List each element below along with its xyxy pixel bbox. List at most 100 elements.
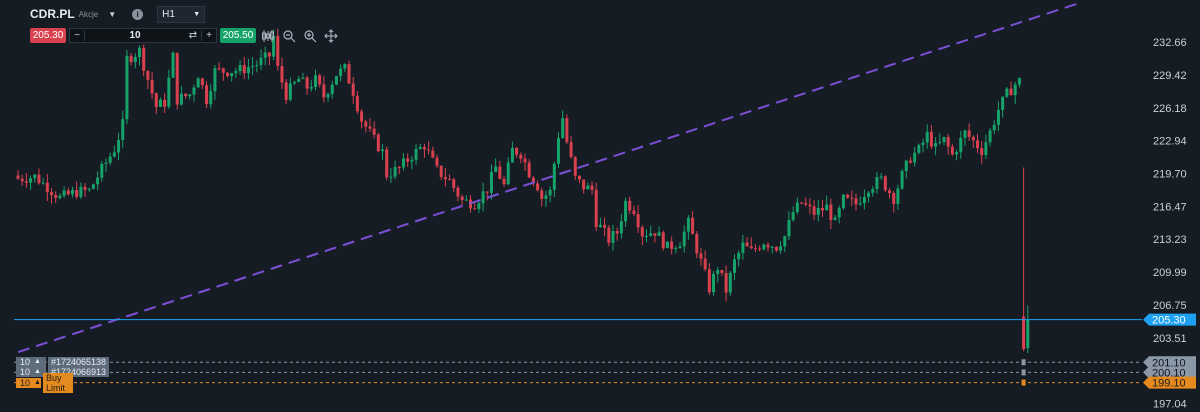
candle <box>569 135 573 159</box>
candle <box>293 80 297 86</box>
chevron-up-icon[interactable]: ▲ <box>34 378 41 386</box>
candle <box>892 190 896 213</box>
candle <box>16 170 20 180</box>
order-price-badge[interactable]: 201.10 <box>1143 356 1196 369</box>
candle <box>125 49 129 125</box>
candle <box>594 182 598 232</box>
candle <box>418 143 422 150</box>
candle <box>720 269 724 276</box>
y-tick-label: 229.42 <box>1153 70 1187 82</box>
price-axis[interactable]: 232.66 229.42 226.18 222.94 219.70 216.47 213.… <box>1143 37 1196 410</box>
timeframe-select[interactable]: H1 ▼ <box>157 5 206 23</box>
candle <box>645 229 648 243</box>
candle <box>360 109 364 129</box>
candle <box>846 193 850 199</box>
candle <box>787 211 791 241</box>
timeframe-value: H1 <box>162 8 175 20</box>
candle <box>695 231 699 259</box>
candle <box>280 57 284 89</box>
zoom-out-icon[interactable] <box>282 29 296 43</box>
candle <box>284 79 288 105</box>
candle <box>963 129 967 146</box>
candle <box>561 110 565 139</box>
candle <box>955 149 959 161</box>
order-marker <box>1021 369 1026 376</box>
decrease-quantity-button[interactable]: − <box>70 30 85 41</box>
candle <box>883 175 887 192</box>
candle-type-icon[interactable] <box>261 29 275 43</box>
order-price-badge[interactable]: 199.10 <box>1143 376 1196 390</box>
candle <box>334 75 338 86</box>
candle <box>506 157 510 186</box>
candle <box>624 197 628 227</box>
candle <box>636 205 640 233</box>
order-tag[interactable]: 10 ▲ #1724066913 <box>16 367 110 378</box>
candle <box>305 75 309 95</box>
quantity-input[interactable]: 10 <box>129 30 141 41</box>
candle <box>779 241 783 254</box>
candle <box>414 144 418 165</box>
candle <box>79 182 83 200</box>
chart-toolbar: CDR.PL Akcje ▼ i H1 ▼ 205.30 − 10 ⇄ + 20… <box>0 0 400 48</box>
candle <box>515 146 519 158</box>
candle <box>938 133 942 145</box>
candle <box>456 185 460 202</box>
order-tag-id: Buy Limit <box>42 372 73 393</box>
candle <box>213 65 217 100</box>
order-price-badge[interactable]: 200.10 <box>1143 366 1196 379</box>
svg-text:200.10: 200.10 <box>1152 367 1186 379</box>
candle <box>45 174 49 202</box>
candle <box>615 227 619 241</box>
order-tag[interactable]: 10 ▲ #1724065138 <box>16 357 110 368</box>
candle <box>485 191 489 201</box>
candle <box>808 198 812 215</box>
candle <box>929 125 933 149</box>
candle <box>473 202 477 210</box>
quantity-stepper[interactable]: − 10 ⇄ + <box>69 28 217 43</box>
current-price-badge[interactable]: 205.30 <box>1143 313 1196 327</box>
candle <box>75 181 79 200</box>
sell-button[interactable]: 205.30 <box>30 28 66 43</box>
swap-icon[interactable]: ⇄ <box>188 30 198 41</box>
candle <box>397 165 401 174</box>
candle <box>829 198 833 229</box>
candle <box>858 196 862 206</box>
candle <box>158 97 162 108</box>
move-icon[interactable] <box>324 28 338 43</box>
increase-quantity-button[interactable]: + <box>201 30 216 41</box>
candle <box>921 138 925 153</box>
info-icon[interactable]: i <box>132 8 144 20</box>
candle <box>632 205 636 217</box>
candle <box>573 155 577 180</box>
candle <box>1001 96 1005 118</box>
y-tick-label: 197.04 <box>1153 398 1187 410</box>
candle <box>758 245 762 252</box>
candle <box>62 186 66 198</box>
candle <box>879 173 883 180</box>
candle <box>774 246 778 253</box>
chevron-up-icon[interactable]: ▲ <box>34 358 41 366</box>
order-tag[interactable]: 10 ▲ Buy Limit <box>16 372 73 393</box>
y-tick-label: 213.23 <box>1153 234 1187 246</box>
y-tick-label: 203.51 <box>1153 333 1187 345</box>
candle <box>519 152 523 164</box>
candle <box>238 60 242 75</box>
candle <box>29 175 33 190</box>
zoom-in-icon[interactable] <box>303 29 317 43</box>
order-tag-id: #1724066913 <box>48 367 110 378</box>
candle <box>318 73 322 88</box>
candle <box>590 181 594 195</box>
candle <box>917 143 921 155</box>
candle <box>745 237 749 247</box>
chevron-up-icon[interactable]: ▲ <box>34 368 41 376</box>
candle <box>154 92 158 115</box>
symbol-name[interactable]: CDR.PL <box>30 7 75 21</box>
symbol-dropdown-icon[interactable]: ▼ <box>108 9 117 19</box>
trendline[interactable] <box>17 1 1083 354</box>
buy-button[interactable]: 205.50 <box>220 28 256 43</box>
candle <box>665 241 669 249</box>
candle <box>552 161 556 197</box>
candle <box>481 182 485 212</box>
candle <box>129 52 133 66</box>
